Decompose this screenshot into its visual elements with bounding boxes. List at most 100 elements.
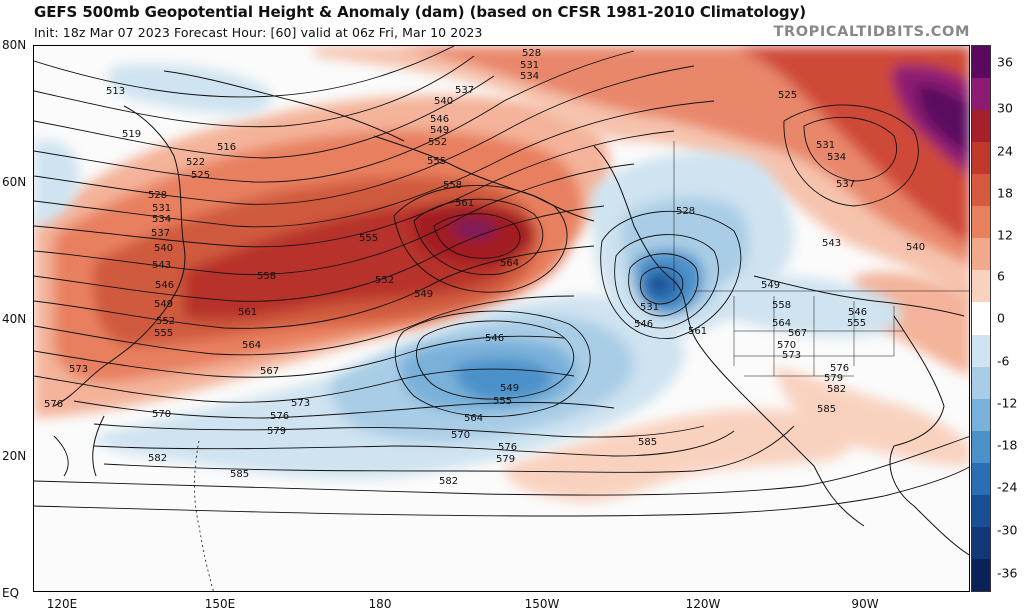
contour-label: 555	[493, 396, 512, 407]
lat-label-40n: 40N	[2, 312, 27, 326]
map-title: GEFS 500mb Geopotential Height & Anomaly…	[34, 3, 806, 21]
contour-label: 534	[152, 214, 171, 225]
contour-label: 537	[836, 179, 855, 190]
colorbar-label: 0	[997, 310, 1005, 326]
contour-label: 537	[455, 85, 474, 96]
contour-label: 582	[827, 384, 846, 395]
contour-label: 558	[443, 180, 462, 191]
contour-label: 546	[155, 280, 174, 291]
map-subtitle: Init: 18z Mar 07 2023 Forecast Hour: [60…	[34, 25, 483, 40]
contour-label: 585	[230, 469, 249, 480]
colorbar-label: -36	[997, 565, 1018, 581]
contour-label: 570	[451, 430, 470, 441]
lon-label-90w: 90W	[851, 597, 879, 611]
contour-label: 564	[500, 258, 519, 269]
lat-label-80n: 80N	[2, 38, 27, 52]
contour-label: 546	[485, 333, 504, 344]
coastlines	[53, 70, 969, 556]
colorbar-segment	[972, 46, 990, 79]
contour-label: 516	[217, 142, 236, 153]
contour-label: 582	[439, 476, 458, 487]
contour-label: 570	[777, 340, 796, 351]
colorbar-segment	[972, 78, 990, 111]
contour-label: 528	[676, 206, 695, 217]
contour-label: 552	[428, 137, 447, 148]
colorbar-segment	[972, 206, 990, 239]
contour-label: 546	[848, 307, 867, 318]
lat-label-20n: 20N	[2, 449, 27, 463]
contour-label: 585	[638, 437, 657, 448]
contour-label: 576	[44, 399, 63, 410]
anomaly-map: 513 516 519 522 525 528 531 534 537 540 …	[34, 46, 969, 591]
lon-label-150w: 150W	[524, 597, 560, 611]
contour-label: 549	[414, 289, 433, 300]
contour-label: 525	[191, 170, 210, 181]
dashed-contour	[194, 440, 214, 591]
colorbar-segment	[972, 526, 990, 560]
colorbar-segment	[972, 366, 990, 400]
positive-anomaly-subtropical	[504, 366, 969, 502]
contour-label: 576	[498, 442, 517, 453]
contour-label: 552	[375, 275, 394, 286]
contour-label: 555	[847, 318, 866, 329]
contour-label: 564	[464, 413, 483, 424]
colorbar-segment	[972, 110, 990, 143]
contour-label: 531	[152, 203, 171, 214]
colorbar-label: -24	[997, 479, 1018, 495]
contour-label: 555	[359, 233, 378, 244]
colorbar-segment	[972, 334, 990, 368]
contour-label: 579	[267, 426, 286, 437]
contour-label: 576	[830, 363, 849, 374]
colorbar-segment	[972, 302, 990, 336]
lon-label-120e: 120E	[46, 597, 78, 611]
contour-label: 540	[906, 242, 925, 253]
lon-label-120w: 120W	[685, 597, 721, 611]
contour-label: 537	[151, 228, 170, 239]
contour-label: 555	[427, 156, 446, 167]
contour-label: 552	[156, 316, 175, 327]
contour-label: 573	[782, 350, 801, 361]
contour-label: 531	[520, 60, 539, 71]
contour-label: 576	[270, 411, 289, 422]
colorbar-label: -6	[997, 353, 1010, 369]
lat-label-60n: 60N	[2, 175, 27, 189]
contour-label: 567	[260, 366, 279, 377]
colorbar-label: -18	[997, 437, 1018, 453]
colorbar-label: -12	[997, 395, 1018, 411]
contour-label: 549	[761, 280, 780, 291]
contour-label: 531	[816, 140, 835, 151]
contour-label: 543	[152, 260, 171, 271]
contour-label: 522	[186, 157, 205, 168]
contour-label: 546	[430, 114, 449, 125]
colorbar-segment	[972, 398, 990, 432]
negative-anomaly-plains	[719, 276, 902, 338]
lat-label-eq: EQ	[2, 586, 20, 600]
colorbar-segment	[972, 558, 990, 592]
contour-label: 549	[154, 299, 173, 310]
negative-anomaly-northwest	[34, 64, 273, 226]
colorbar-segment	[972, 462, 990, 496]
contour-label: 582	[148, 453, 167, 464]
contour-label: 561	[455, 198, 474, 209]
colorbar-segment	[972, 270, 990, 303]
contour-label: 534	[827, 152, 846, 163]
contour-label: 525	[778, 90, 797, 101]
colorbar-label: 12	[997, 227, 1013, 243]
colorbar-segment	[972, 174, 990, 207]
contour-label: 579	[824, 373, 843, 384]
contour-label: 549	[430, 125, 449, 136]
contour-labels: 513 516 519 522 525 528 531 534 537 540 …	[44, 48, 925, 487]
contour-label: 546	[634, 319, 653, 330]
colorbar-label: 24	[997, 143, 1013, 159]
contour-label: 558	[257, 271, 276, 282]
colorbar-segment	[972, 494, 990, 528]
colorbar-segment	[972, 430, 990, 464]
contour-label: 564	[772, 318, 791, 329]
contour-label: 558	[772, 300, 791, 311]
contour-label: 528	[522, 48, 541, 59]
contour-label: 543	[822, 238, 841, 249]
contour-label: 513	[106, 86, 125, 97]
contour-label: 579	[496, 454, 515, 465]
colorbar-label: 30	[997, 100, 1013, 116]
anomaly-shading	[34, 46, 969, 502]
